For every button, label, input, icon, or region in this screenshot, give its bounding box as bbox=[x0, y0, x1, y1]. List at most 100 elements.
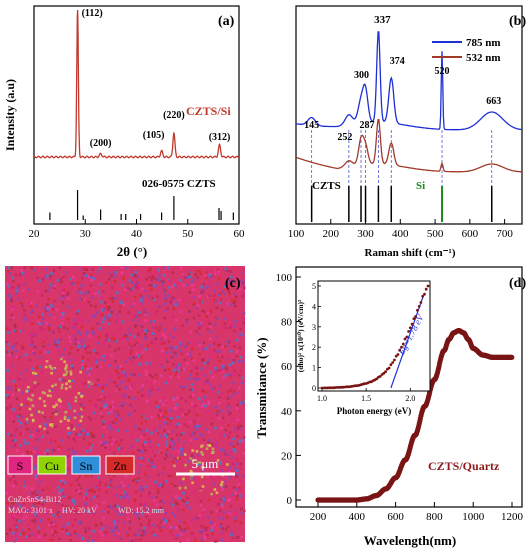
edx-pixel bbox=[170, 474, 174, 478]
edx-pixel bbox=[144, 348, 148, 351]
edx-pixel bbox=[48, 286, 52, 290]
edx-pixel bbox=[137, 471, 141, 474]
edx-pixel bbox=[238, 343, 242, 347]
edx-pixel bbox=[229, 389, 232, 392]
edx-pixel bbox=[186, 320, 189, 324]
edx-pixel bbox=[14, 350, 17, 353]
edx-pixel bbox=[154, 373, 158, 376]
edx-pixel bbox=[165, 401, 168, 404]
edx-pixel bbox=[56, 279, 60, 282]
edx-pixel bbox=[86, 371, 89, 374]
edx-pixel bbox=[185, 276, 189, 280]
edx-pixel bbox=[43, 404, 47, 407]
edx-pixel bbox=[23, 283, 26, 286]
edx-pixel bbox=[109, 484, 113, 487]
edx-pixel bbox=[184, 413, 187, 416]
edx-pixel bbox=[135, 533, 139, 536]
edx-pixel bbox=[119, 365, 123, 368]
edx-pixel bbox=[186, 412, 190, 415]
edx-pixel bbox=[178, 525, 181, 528]
edx-pixel bbox=[80, 345, 83, 349]
edx-pixel bbox=[105, 490, 108, 494]
edx-pixel bbox=[125, 375, 128, 378]
edx-pixel bbox=[189, 469, 193, 473]
edx-pixel bbox=[223, 449, 227, 453]
edx-pixel bbox=[40, 294, 44, 297]
edx-pixel bbox=[236, 473, 240, 476]
edx-pixel bbox=[207, 400, 211, 403]
edx-pixel bbox=[108, 424, 111, 428]
edx-pixel bbox=[43, 350, 47, 354]
edx-pixel bbox=[227, 413, 231, 416]
edx-pixel bbox=[53, 313, 56, 317]
edx-pixel bbox=[121, 320, 125, 324]
edx-pixel bbox=[95, 505, 99, 508]
edx-pixel bbox=[129, 382, 133, 385]
edx-pixel bbox=[104, 406, 108, 409]
edx-pixel bbox=[78, 424, 81, 427]
element-swatch-sn bbox=[71, 455, 101, 475]
edx-pixel bbox=[199, 324, 203, 327]
edx-pixel bbox=[23, 438, 26, 442]
edx-pixel bbox=[6, 270, 10, 273]
edx-pixel bbox=[232, 486, 236, 489]
edx-pixel bbox=[46, 486, 50, 490]
edx-pixel bbox=[222, 497, 225, 501]
b-peak-label: 287 bbox=[360, 120, 375, 131]
edx-pixel bbox=[20, 269, 23, 272]
edx-pixel bbox=[136, 514, 139, 518]
edx-pixel bbox=[201, 309, 204, 313]
edx-pixel bbox=[101, 290, 105, 293]
edx-pixel bbox=[7, 284, 11, 288]
edx-pixel bbox=[187, 459, 191, 463]
edx-pixel bbox=[192, 316, 196, 320]
edx-pixel bbox=[208, 444, 212, 447]
edx-pixel bbox=[153, 499, 156, 502]
inset-data-point bbox=[424, 287, 428, 291]
edx-pixel bbox=[171, 347, 174, 350]
edx-pixel bbox=[159, 451, 163, 454]
edx-pixel bbox=[161, 485, 164, 488]
edx-pixel bbox=[153, 454, 157, 457]
edx-pixel bbox=[31, 519, 34, 523]
edx-pixel bbox=[130, 435, 133, 438]
edx-pixel bbox=[216, 459, 220, 462]
inset-data-point bbox=[419, 301, 423, 304]
edx-pixel bbox=[217, 476, 221, 479]
edx-pixel bbox=[226, 404, 229, 408]
edx-pixel bbox=[240, 535, 243, 539]
edx-pixel bbox=[140, 325, 144, 328]
b-peak-label: 145 bbox=[304, 120, 319, 131]
edx-pixel bbox=[164, 411, 167, 415]
edx-pixel bbox=[127, 327, 130, 331]
edx-pixel bbox=[105, 338, 108, 341]
edx-pixel bbox=[68, 454, 72, 458]
edx-pixel bbox=[28, 301, 31, 305]
edx-pixel bbox=[196, 269, 200, 273]
edx-pixel bbox=[27, 441, 30, 445]
edx-pixel bbox=[60, 488, 64, 492]
edx-pixel bbox=[16, 449, 19, 452]
edx-pixel bbox=[201, 389, 204, 392]
edx-pixel bbox=[225, 344, 229, 347]
edx-pixel bbox=[84, 504, 87, 507]
edx-pixel bbox=[55, 308, 59, 312]
edx-pixel bbox=[13, 323, 17, 327]
edx-pixel bbox=[202, 402, 205, 406]
edx-pixel bbox=[164, 298, 168, 302]
edx-pixel bbox=[26, 450, 29, 454]
edx-pixel bbox=[24, 422, 28, 426]
edx-pixel bbox=[222, 364, 225, 368]
edx-pixel bbox=[114, 525, 117, 528]
edx-pixel bbox=[141, 351, 145, 354]
edx-pixel bbox=[119, 418, 122, 421]
edx-pixel bbox=[120, 266, 124, 269]
edx-pixel bbox=[128, 343, 131, 346]
edx-pixel bbox=[148, 525, 151, 529]
edx-pixel bbox=[57, 338, 61, 342]
edx-pixel bbox=[124, 474, 128, 478]
edx-pixel bbox=[11, 510, 15, 514]
edx-pixel bbox=[60, 280, 63, 284]
edx-pixel bbox=[120, 446, 124, 450]
edx-pixel bbox=[92, 539, 95, 542]
